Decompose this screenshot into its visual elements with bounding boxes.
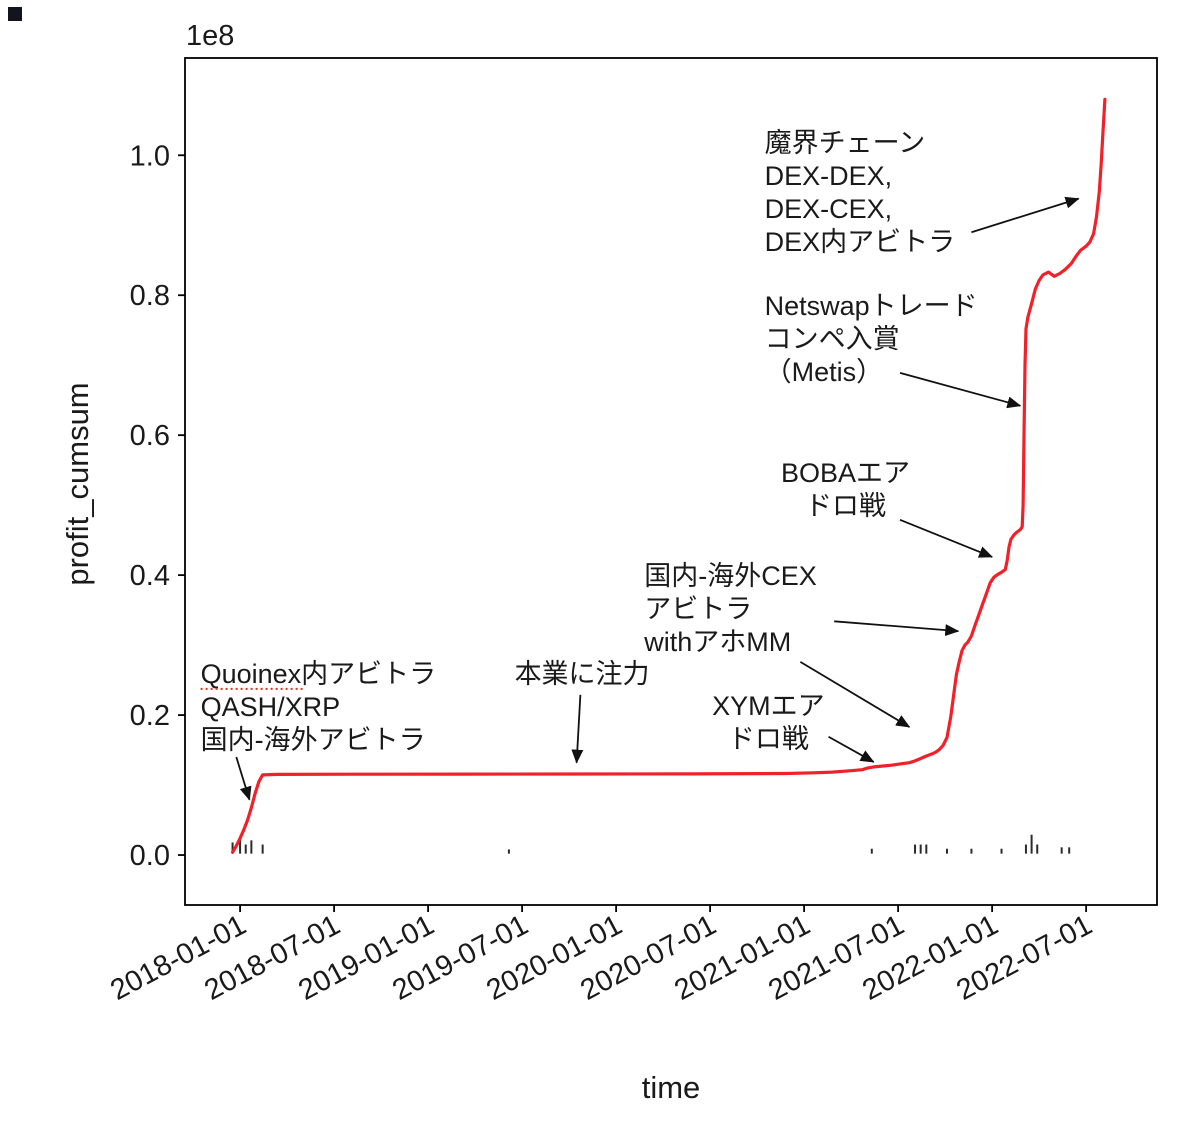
- y-axis-label: profit_cumsum: [60, 382, 95, 586]
- y-axis-ticks: 0.0 0.2 0.4 0.6 0.8 1.0: [130, 140, 185, 872]
- annotation-arrow: [828, 735, 875, 763]
- rug-marks: [231, 834, 1071, 854]
- x-axis-ticks: 2018-01-012018-07-012019-01-012019-07-01…: [105, 905, 1097, 1007]
- annotation-text-line: BOBAエア: [781, 458, 910, 488]
- annotation-text-line: コンペ入賞: [765, 324, 900, 354]
- annotation-text-line: Quoinex内アビトラ: [201, 659, 437, 689]
- annotation-text-line: DEX-CEX,: [765, 194, 893, 224]
- annotation-arrow: [799, 661, 911, 728]
- annotation-arrow: [971, 196, 1080, 234]
- annotation-arrow: [899, 519, 994, 558]
- y-tick-label: 0.8: [130, 280, 170, 312]
- annotation-text-line: DEX-DEX,: [765, 161, 893, 191]
- series-profit-cumsum: [231, 97, 1107, 854]
- annotation-text-line: アビトラ: [644, 594, 752, 624]
- annotation-text-line: ドロ戦: [805, 491, 886, 521]
- annotation-text-line: DEX内アビトラ: [765, 227, 956, 257]
- annotation-arrow: [571, 694, 584, 764]
- annotation-text-line: Netswapトレード: [765, 291, 978, 321]
- annotation-focus-on-main-job: 本業に注力: [515, 659, 650, 764]
- x-axis-label: time: [641, 1070, 701, 1105]
- plot-border: [184, 57, 1158, 906]
- y-tick-label: 0.2: [130, 700, 170, 732]
- annotation-text-line: 国内-海外CEX: [644, 561, 817, 591]
- y-tick-label: 0.6: [130, 420, 170, 452]
- annotation-text-line: （Metis）: [765, 357, 884, 387]
- annotation-text-line: 本業に注力: [515, 659, 650, 689]
- annotation-arrow: [235, 756, 252, 801]
- y-tick-label: 0.0: [130, 840, 170, 872]
- annotation-arrow: [834, 620, 960, 637]
- y-tick-label: 1.0: [130, 140, 170, 172]
- annotation-text-line: ドロ戦: [728, 724, 809, 754]
- annotation-arrow: [899, 372, 1022, 409]
- y-tick-label: 0.4: [130, 560, 170, 592]
- screenshot-corner-artifact: [8, 7, 22, 21]
- annotation-text-line: QASH/XRP: [201, 692, 341, 722]
- annotation-text-line: 国内-海外アビトラ: [201, 725, 426, 755]
- annotation-text-line: withアホMM: [643, 627, 791, 657]
- y-axis-offset-label: 1e8: [186, 20, 235, 52]
- profit-line: [231, 97, 1107, 854]
- annotations: Quoinex内アビトラQASH/XRP国内-海外アビトラ本業に注力XYMエアド…: [200, 128, 1080, 801]
- annotation-text-line: XYMエア: [712, 691, 825, 721]
- axes-frame: [184, 57, 1158, 906]
- annotation-text-line: 魔界チェーン: [765, 128, 926, 158]
